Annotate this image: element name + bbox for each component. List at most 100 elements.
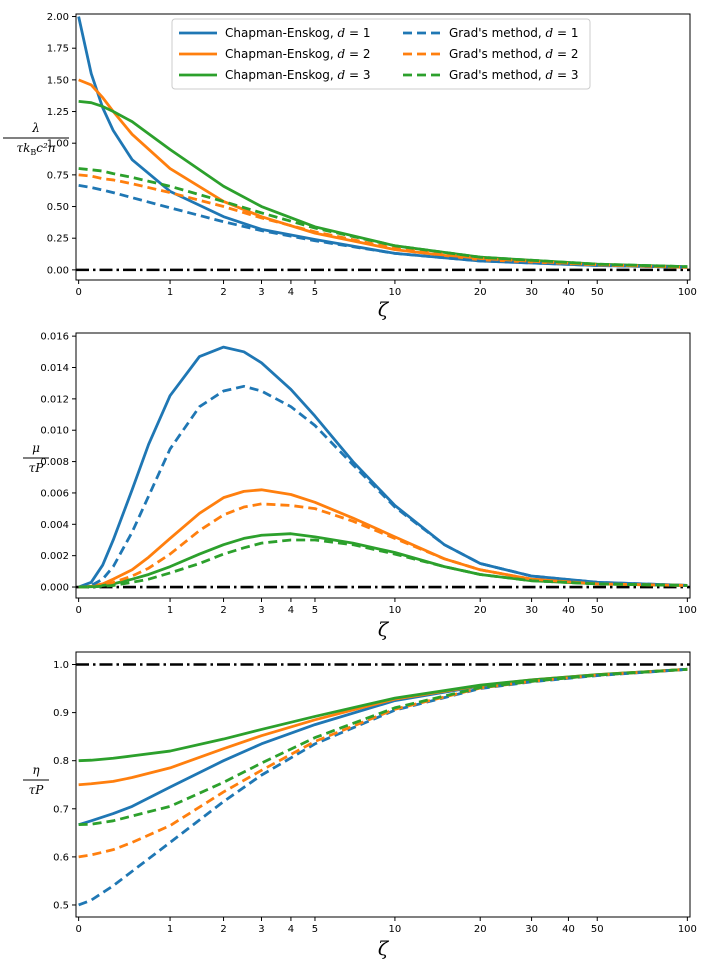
plot-area [76,345,690,589]
legend-entry: Grad's method, d = 1 [403,26,579,40]
legend-label: Chapman-Enskog, d = 3 [225,68,371,82]
x-tick-label: 100 [678,924,697,935]
series-line-ce-d2 [78,667,688,787]
x-tick-label: 0 [75,605,81,616]
y-label-numerator: μ [32,441,40,455]
x-tick-label: 30 [525,605,538,616]
legend-entry: Grad's method, d = 3 [403,68,579,82]
legend-label: Chapman-Enskog, d = 2 [225,47,371,61]
x-tick-label: 1 [167,924,173,935]
x-tick-label: 2 [220,287,226,298]
y-tick-label: 0.50 [47,202,69,213]
x-tick-label: 0 [75,287,81,298]
series-line-grad-d3 [78,167,688,269]
x-axis-label: ζ [378,938,390,960]
x-tick-label: 2 [220,924,226,935]
y-tick-label: 0.004 [40,520,69,531]
x-tick-label: 0 [75,924,81,935]
legend-entry: Grad's method, d = 2 [403,47,579,61]
y-label-numerator: λ [31,121,40,135]
x-tick-label: 4 [288,605,294,616]
legend-label: Grad's method, d = 1 [449,26,579,40]
x-tick-label: 50 [591,924,604,935]
axes-frame [75,332,691,599]
y-tick-label: 0.9 [53,708,69,719]
y-tick-label: 1.50 [47,75,69,86]
y-tick-label: 0.014 [40,363,69,374]
x-axis-label: ζ [378,619,390,641]
y-tick-label: 0.6 [53,852,69,863]
legend-box [171,18,591,90]
x-axis-label: ζ [378,299,390,321]
x-tick-label: 50 [591,605,604,616]
legend-label: Grad's method, d = 2 [449,47,579,61]
series-line-grad-d3 [78,667,688,827]
chart-eta: 0.5 0.6 0.7 0.8 0.9 1.0 0 1 2 3 4 5 10 20 30 40 50 100 ζ ητ… [23,651,697,960]
legend-entry: Chapman-Enskog, d = 3 [179,68,371,82]
x-tick-label: 4 [288,287,294,298]
x-tick-label: 1 [167,287,173,298]
y-tick-label: 0.002 [40,551,69,562]
axes-frame [75,13,691,281]
plot-area [76,16,690,272]
y-tick-label: 0.000 [40,583,69,594]
x-tick-label: 40 [562,605,575,616]
x-tick-label: 3 [258,287,264,298]
y-tick-label: 0.016 [40,332,69,343]
x-tick-label: 40 [562,924,575,935]
x-tick-label: 30 [525,924,538,935]
y-tick-label: 1.25 [47,107,69,118]
y-tick-label: 1.00 [47,139,69,150]
x-tick-label: 10 [389,605,402,616]
legend-entry: Chapman-Enskog, d = 2 [179,47,371,61]
y-axis-label: η τP [23,763,49,797]
y-label-denominator: τkBc²n [16,141,55,157]
y-tick-label: 0.006 [40,488,69,499]
y-label-denominator: τP [29,783,45,797]
y-axis-label: λ τkBc²n [3,121,69,157]
series-line-ce-d2 [78,78,688,269]
x-tick-label: 30 [525,287,538,298]
x-tick-label: 20 [474,605,487,616]
series-line-grad-d1 [78,384,688,589]
chart-mu: 0.000 0.002 0.004 0.006 0.008 0.010 0.012 0.014… [23,332,697,641]
x-tick-label: 100 [678,287,697,298]
x-tick-label: 3 [258,924,264,935]
y-tick-label: 1.75 [47,44,69,55]
y-tick-label: 0.5 [53,900,69,911]
x-tick-label: 1 [167,605,173,616]
series-line-grad-d2 [78,502,688,589]
series-line-grad-d1 [78,184,688,269]
legend-label: Chapman-Enskog, d = 1 [225,26,371,40]
y-tick-label: 0.7 [53,804,69,815]
y-tick-label: 0.010 [40,426,69,437]
series-line-grad-d1 [78,667,688,907]
plot-area [76,663,690,907]
y-tick-label: 0.008 [40,457,69,468]
x-tick-label: 20 [474,287,487,298]
y-tick-label: 0.012 [40,394,69,405]
x-tick-label: 3 [258,605,264,616]
legend: Chapman-Enskog, d = 1 Chapman-Enskog, d =… [171,18,591,90]
x-tick-label: 10 [389,924,402,935]
x-tick-label: 2 [220,605,226,616]
y-tick-label: 0.8 [53,756,69,767]
y-tick-label: 0.75 [47,170,69,181]
legend-label: Grad's method, d = 3 [449,68,579,82]
chart-lambda: 0.00 0.25 0.50 0.75 1.00 1.25 1.50 1.75 2.00 0 1 2 3… [3,12,697,321]
x-tick-label: 100 [678,605,697,616]
x-tick-label: 5 [312,287,318,298]
series-line-ce-d3 [78,532,688,589]
series-line-ce-d3 [78,667,688,763]
x-tick-label: 20 [474,924,487,935]
y-tick-label: 1.0 [53,660,69,671]
x-tick-label: 10 [389,287,402,298]
y-tick-label: 0.00 [47,265,69,276]
legend-entry: Chapman-Enskog, d = 1 [179,26,371,40]
series-line-grad-d3 [78,538,688,589]
y-axis-label: μ τP [23,441,49,475]
y-label-numerator: η [32,763,40,777]
series-line-grad-d2 [78,173,688,269]
x-tick-label: 50 [591,287,604,298]
